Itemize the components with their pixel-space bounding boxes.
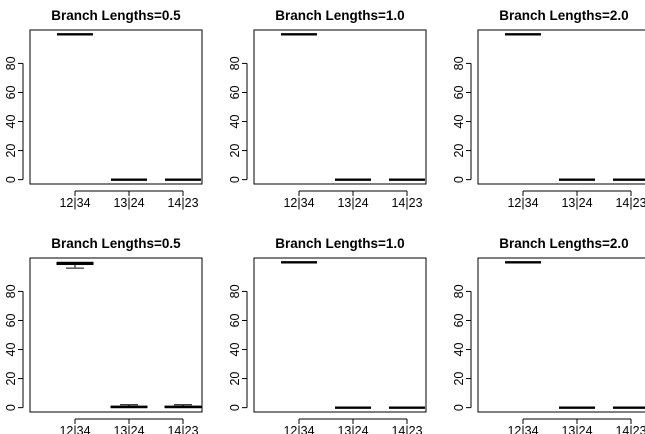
y-tick-label: 0 (4, 404, 18, 411)
x-tick-label: 14|23 (391, 196, 422, 210)
x-tick-label: 13|24 (113, 196, 144, 210)
panel-5: Branch Lengths=1.0 0 20 40 60 80 12|34 13|24 14… (228, 236, 427, 434)
x-tick-label: 12|34 (507, 424, 538, 434)
y-tick-label: 80 (228, 56, 242, 70)
panel-title: Branch Lengths=2.0 (499, 236, 628, 251)
y-tick-label: 20 (452, 144, 466, 158)
x-tick-label: 12|34 (59, 196, 90, 210)
panel-title: Branch Lengths=1.0 (275, 236, 404, 251)
plot-frame (477, 257, 645, 413)
panel-title: Branch Lengths=0.5 (51, 8, 181, 23)
panel-3: Branch Lengths=2.0 0 20 40 60 80 12|34 13|24 14… (452, 8, 645, 210)
y-tick-label: 80 (4, 56, 18, 70)
y-tick-label: 0 (452, 176, 466, 183)
x-tick-label: 12|34 (283, 196, 314, 210)
y-tick-label: 40 (4, 115, 18, 129)
y-tick-label: 80 (228, 284, 242, 298)
plot-frame (29, 257, 203, 413)
y-tick-label: 60 (228, 313, 242, 327)
y-tick-label: 40 (228, 115, 242, 129)
y-tick-label: 80 (4, 284, 18, 298)
y-tick-label: 20 (4, 144, 18, 158)
panel-2: Branch Lengths=1.0 0 20 40 60 80 12|34 13|24 14… (228, 8, 427, 210)
box-2 (110, 404, 148, 409)
y-tick-label: 80 (452, 284, 466, 298)
y-tick-label: 40 (452, 343, 466, 357)
panel-title: Branch Lengths=0.5 (51, 236, 181, 251)
x-tick-label: 13|24 (337, 424, 368, 434)
plot-frame (253, 29, 427, 185)
y-tick-label: 0 (228, 404, 242, 411)
plot-frame (477, 29, 645, 185)
y-tick-label: 0 (228, 176, 242, 183)
y-tick-label: 60 (4, 313, 18, 327)
x-tick-label: 12|34 (59, 424, 90, 434)
y-tick-label: 0 (452, 404, 466, 411)
x-tick-label: 13|24 (113, 424, 144, 434)
panel-1: Branch Lengths=0.5 0 20 40 60 80 12|34 13|24 14… (4, 8, 203, 210)
x-tick-label: 13|24 (561, 424, 592, 434)
x-tick-label: 13|24 (337, 196, 368, 210)
x-tick-label: 14|23 (391, 424, 422, 434)
panel-4: Branch Lengths=0.5 0 20 40 60 80 12|34 13|24 14… (4, 236, 203, 434)
x-tick-label: 12|34 (507, 196, 538, 210)
y-tick-label: 60 (452, 313, 466, 327)
panel-title: Branch Lengths=1.0 (275, 8, 404, 23)
y-tick-label: 60 (228, 85, 242, 99)
x-tick-label: 13|24 (561, 196, 592, 210)
x-tick-label: 14|23 (615, 424, 645, 434)
panel-6: Branch Lengths=2.0 0 20 40 60 80 12|34 13|24 14… (452, 236, 645, 434)
y-tick-label: 40 (452, 115, 466, 129)
y-tick-label: 60 (452, 85, 466, 99)
box-1 (56, 261, 94, 269)
y-tick-label: 40 (228, 343, 242, 357)
panel-title: Branch Lengths=2.0 (499, 8, 628, 23)
box-3 (164, 404, 202, 409)
y-tick-label: 20 (228, 144, 242, 158)
y-tick-label: 0 (4, 176, 18, 183)
y-tick-label: 60 (4, 85, 18, 99)
y-tick-label: 20 (4, 372, 18, 386)
plot-frame (29, 29, 203, 185)
y-tick-label: 20 (228, 372, 242, 386)
x-tick-label: 12|34 (283, 424, 314, 434)
plot-frame (253, 257, 427, 413)
x-tick-label: 14|23 (167, 424, 198, 434)
x-tick-label: 14|23 (167, 196, 198, 210)
y-tick-label: 40 (4, 343, 18, 357)
x-tick-label: 14|23 (615, 196, 645, 210)
y-tick-label: 80 (452, 56, 466, 70)
y-tick-label: 20 (452, 372, 466, 386)
